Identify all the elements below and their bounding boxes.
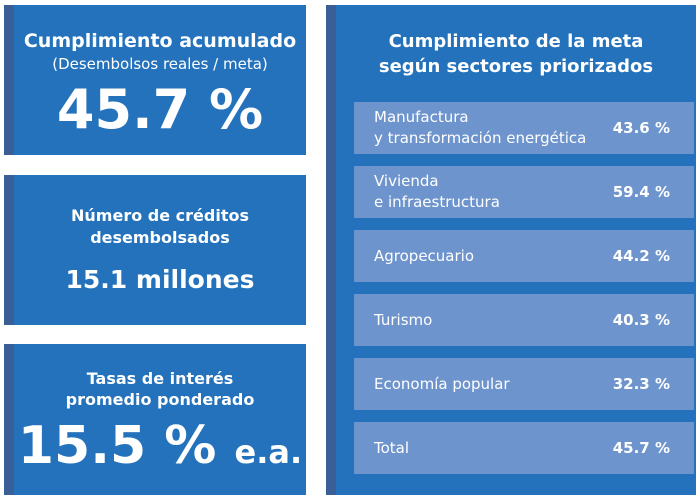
tasas-interes-value-line: 15.5 % e.a. (18, 418, 302, 480)
tasas-interes-unit: e.a. (234, 433, 303, 471)
cumplimiento-acumulado-card: Cumplimiento acumulado (Desembolsos real… (4, 5, 306, 155)
numero-creditos-card: Número de créditos desembolsados 15.1 mi… (4, 175, 306, 325)
sector-row-economia-popular: Economía popular 32.3 % (354, 358, 694, 410)
numero-creditos-title: Número de créditos desembolsados (71, 205, 249, 249)
sector-value: 32.3 % (612, 374, 670, 393)
sector-value: 43.6 % (612, 118, 670, 137)
sector-label: Agropecuario (374, 246, 475, 265)
sectores-title-line2: según sectores priorizados (378, 56, 654, 77)
sector-label-line2: e infraestructura (374, 193, 500, 211)
numero-creditos-value: 15.1 millones (65, 265, 255, 294)
sector-value: 45.7 % (612, 438, 670, 457)
cumplimiento-acumulado-subtitle: (Desembolsos reales / meta) (52, 55, 268, 73)
numero-creditos-title-line1: Número de créditos (71, 206, 249, 225)
numero-creditos-title-line2: desembolsados (90, 228, 230, 247)
sector-label: Total (374, 438, 410, 457)
sectores-title-line1: Cumplimiento de la meta (388, 31, 644, 52)
sectores-priorizados-card: Cumplimiento de la meta según sectores p… (326, 5, 696, 495)
sector-label: Economía popular (374, 374, 510, 393)
tasas-interes-title: Tasas de interés promedio ponderado (66, 368, 255, 410)
sector-value: 40.3 % (612, 310, 670, 329)
sector-label-line2: y transformación energética (374, 129, 587, 147)
sector-row-agropecuario: Agropecuario 44.2 % (354, 230, 694, 282)
sector-label-line1: Vivienda (374, 172, 439, 190)
tasas-interes-title-line1: Tasas de interés (86, 369, 234, 388)
sector-row-total: Total 45.7 % (354, 422, 694, 474)
sector-label-line1: Manufactura (374, 108, 469, 126)
sector-label: Turismo (374, 310, 433, 329)
sector-row-manufactura: Manufactura y transformación energética … (354, 102, 694, 154)
tasas-interes-title-line2: promedio ponderado (65, 390, 255, 409)
sector-row-turismo: Turismo 40.3 % (354, 294, 694, 346)
cumplimiento-acumulado-title: Cumplimiento acumulado (23, 30, 297, 52)
sector-value: 59.4 % (612, 182, 670, 201)
sector-label: Manufactura y transformación energética (374, 107, 586, 149)
cumplimiento-acumulado-value: 45.7 % (56, 78, 264, 141)
tasas-interes-value: 15.5 % (17, 416, 217, 476)
sector-row-vivienda: Vivienda e infraestructura 59.4 % (354, 166, 694, 218)
sector-label: Vivienda e infraestructura (374, 171, 500, 213)
tasas-interes-card: Tasas de interés promedio ponderado 15.5… (4, 344, 306, 495)
sectores-title: Cumplimiento de la meta según sectores p… (336, 29, 696, 79)
sector-value: 44.2 % (612, 246, 670, 265)
